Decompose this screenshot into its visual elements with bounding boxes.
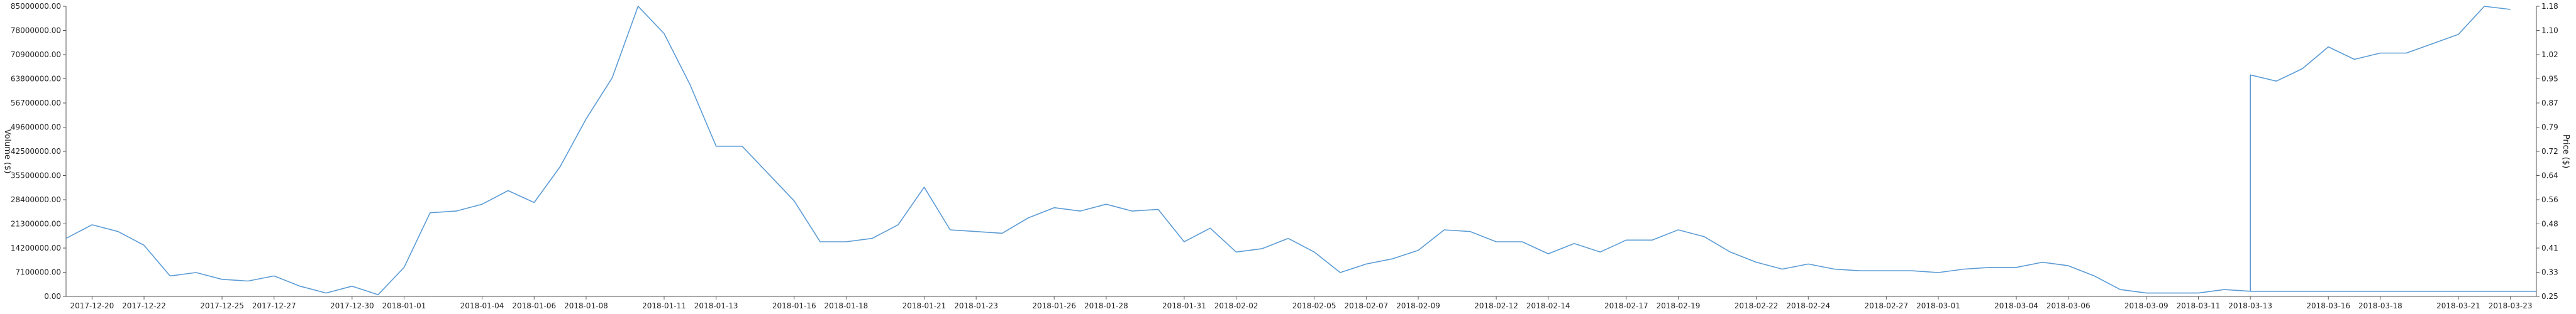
- x-tick-label: 2018-03-06: [2046, 301, 2090, 310]
- left-y-ticks: 0.00 7100000.00 14200000.00 21300000.00 2840…: [11, 2, 66, 301]
- right-tick-label: 0.41: [2541, 244, 2558, 252]
- right-y-ticks: 0.25 0.33 0.41 0.48 0.56 0.64 0.72 0.79 0.87 0.95…: [2536, 2, 2558, 301]
- volume-series-line: [65, 6, 2536, 296]
- left-tick-label: 78000000.00: [11, 26, 61, 35]
- x-tick-label: 2018-03-04: [1994, 301, 2038, 310]
- right-tick-label: 0.64: [2541, 171, 2558, 180]
- x-tick-label: 2018-02-12: [1474, 301, 1518, 310]
- left-tick-label: 14200000.00: [11, 244, 61, 252]
- x-tick-label: 2018-01-04: [460, 301, 504, 310]
- x-tick-label: 2017-12-20: [70, 301, 114, 310]
- x-tick-label: 2018-01-16: [772, 301, 816, 310]
- x-tick-label: 2018-01-08: [564, 301, 608, 310]
- x-tick-label: 2018-03-16: [2306, 301, 2350, 310]
- x-tick-label: 2018-03-13: [2228, 301, 2272, 310]
- x-tick-label: 2017-12-22: [122, 301, 166, 310]
- price-series-line: [2250, 6, 2511, 291]
- x-tick-label: 2018-02-24: [1786, 301, 1830, 310]
- x-tick-label: 2018-03-11: [2177, 301, 2221, 310]
- x-tick-label: 2018-03-23: [2489, 301, 2533, 310]
- left-tick-label: 28400000.00: [11, 195, 61, 204]
- x-tick-label: 2018-02-19: [1657, 301, 1701, 310]
- right-y-axis-label: Price ($): [2561, 134, 2570, 168]
- x-tick-label: 2018-03-09: [2124, 301, 2168, 310]
- x-tick-label: 2018-02-17: [1604, 301, 1648, 310]
- right-tick-label: 0.48: [2541, 220, 2558, 229]
- x-tick-label: 2018-01-21: [902, 301, 947, 310]
- x-tick-label: 2018-02-27: [1864, 301, 1908, 310]
- left-tick-label: 70900000.00: [11, 50, 61, 59]
- left-tick-label: 85000000.00: [11, 2, 61, 11]
- x-tick-label: 2018-03-01: [1916, 301, 1960, 310]
- x-ticks: 2017-12-20 2017-12-22 2017-12-25 2017-12-27…: [70, 296, 2533, 310]
- left-tick-label: 35500000.00: [11, 171, 61, 180]
- right-tick-label: 0.95: [2541, 75, 2558, 84]
- x-tick-label: 2018-03-18: [2358, 301, 2402, 310]
- x-tick-label: 2017-12-30: [330, 301, 374, 310]
- x-tick-label: 2018-01-13: [694, 301, 738, 310]
- right-tick-label: 0.33: [2541, 268, 2558, 277]
- left-y-axis-label: Volume ($): [3, 129, 12, 174]
- x-tick-label: 2018-02-07: [1344, 301, 1388, 310]
- right-tick-label: 0.72: [2541, 147, 2558, 156]
- left-tick-label: 49600000.00: [11, 123, 61, 132]
- left-tick-label: 7100000.00: [15, 268, 61, 277]
- x-tick-label: 2018-02-14: [1526, 301, 1570, 310]
- x-tick-label: 2018-02-22: [1735, 301, 1779, 310]
- left-tick-label: 56700000.00: [11, 99, 61, 107]
- x-tick-label: 2018-02-09: [1396, 301, 1440, 310]
- x-tick-label: 2018-01-01: [382, 301, 426, 310]
- right-tick-label: 1.10: [2541, 26, 2558, 35]
- right-tick-label: 0.56: [2541, 195, 2558, 204]
- x-tick-label: 2018-01-26: [1032, 301, 1076, 310]
- x-tick-label: 2018-02-02: [1214, 301, 1258, 310]
- x-tick-label: 2017-12-27: [252, 301, 296, 310]
- x-tick-label: 2018-03-21: [2436, 301, 2480, 310]
- right-tick-label: 0.87: [2541, 99, 2558, 107]
- x-tick-label: 2018-01-31: [1162, 301, 1206, 310]
- right-tick-label: 0.25: [2541, 292, 2558, 301]
- right-tick-label: 1.02: [2541, 50, 2558, 59]
- x-tick-label: 2018-01-23: [954, 301, 998, 310]
- right-tick-label: 1.18: [2541, 2, 2558, 11]
- x-tick-label: 2018-01-11: [642, 301, 686, 310]
- series-layer: [65, 6, 2536, 296]
- x-tick-label: 2017-12-25: [200, 301, 244, 310]
- left-tick-label: 63800000.00: [11, 75, 61, 84]
- left-tick-label: 0.00: [44, 292, 61, 301]
- x-tick-label: 2018-01-28: [1084, 301, 1128, 310]
- x-tick-label: 2018-01-06: [512, 301, 556, 310]
- x-tick-label: 2018-02-05: [1292, 301, 1336, 310]
- left-tick-label: 21300000.00: [11, 220, 61, 229]
- x-tick-label: 2018-01-18: [824, 301, 869, 310]
- left-tick-label: 42500000.00: [11, 147, 61, 156]
- right-tick-label: 0.79: [2541, 123, 2558, 132]
